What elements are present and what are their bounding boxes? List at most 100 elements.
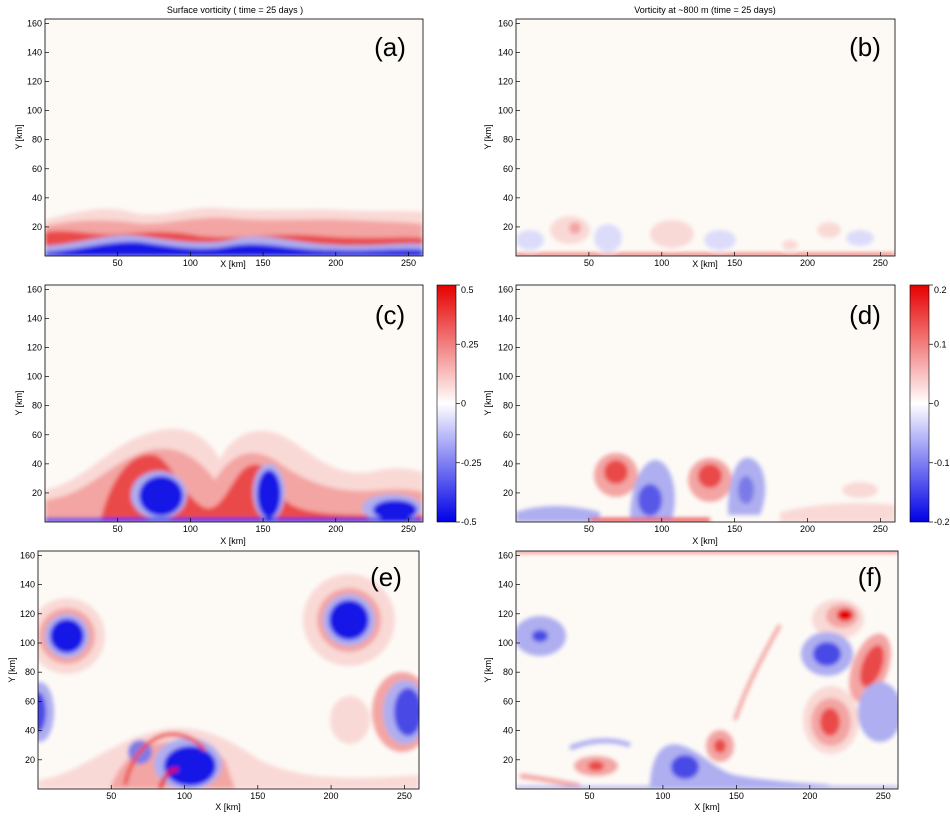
y-tick-label: 40: [503, 193, 513, 203]
panel-b-xticks: 50 100 150 200 250: [584, 252, 888, 268]
colorbar: [436, 284, 457, 523]
x-tick-label: 200: [328, 524, 343, 534]
x-tick-label: 200: [800, 258, 815, 268]
panel-b-label: (b): [849, 32, 881, 62]
bottom-boundary: [516, 253, 895, 256]
y-tick-label: 20: [32, 488, 42, 498]
panel-d-xticks: 50 100 150 200 250: [584, 518, 888, 534]
eddy-negative-core: [813, 642, 841, 666]
plot-area: [516, 19, 895, 256]
panel-d-label: (d): [849, 300, 881, 330]
top-positive-strip: [516, 551, 898, 553]
x-tick-label: 150: [729, 791, 744, 801]
y-tick-label: 160: [20, 550, 35, 560]
positive-filament: [158, 767, 179, 789]
x-tick-label: 250: [873, 258, 888, 268]
panel-b-yticks: 20 40 60 80 100 120 140 160: [498, 18, 520, 232]
plot-frame: [515, 18, 896, 257]
y-tick-label: 100: [27, 106, 42, 116]
panel-e-yticks: 20 40 60 80 100 120 140 160: [20, 550, 42, 765]
x-tick-label: 150: [727, 524, 742, 534]
eddy-positive: [842, 482, 878, 498]
y-tick-label: 20: [503, 755, 513, 765]
eddy-negative-core: [738, 476, 754, 504]
plot-frame: [37, 550, 420, 790]
panel-a-xticks: 50 100 150 200 250: [113, 252, 416, 268]
y-tick-label: 160: [27, 284, 42, 294]
eddy-positive-core: [714, 739, 726, 753]
colorbar-c-ticks: 0.5 0.25 0 -0.25 -0.5: [456, 284, 482, 527]
x-tick-label: 200: [324, 791, 339, 801]
eddy-negative-core: [394, 688, 419, 736]
panel-a-label: (a): [374, 32, 406, 62]
y-axis-label: Y [km]: [483, 390, 493, 415]
x-tick-label: 250: [876, 791, 891, 801]
colorbar-tick-label: 0.25: [461, 339, 479, 349]
negative-band-strong: [45, 241, 423, 256]
y-tick-label: 140: [27, 313, 42, 323]
y-tick-label: 160: [498, 550, 513, 560]
eddy-negative: [846, 230, 874, 246]
y-axis-label: Y [km]: [483, 657, 493, 682]
x-tick-label: 250: [873, 524, 888, 534]
y-tick-label: 60: [503, 696, 513, 706]
x-tick-label: 250: [401, 524, 416, 534]
colorbar: [909, 284, 930, 523]
x-tick-label: 100: [654, 524, 669, 534]
colorbar-d-ticks: 0.2 0.1 0 -0.1 -0.2: [929, 284, 950, 527]
y-tick-label: 60: [32, 430, 42, 440]
colorbar-c: 0.5 0.25 0 -0.25 -0.5: [436, 284, 482, 527]
y-tick-label: 40: [32, 193, 42, 203]
y-tick-label: 140: [498, 580, 513, 590]
y-tick-label: 80: [503, 401, 513, 411]
panel-a-yticks: 20 40 60 80 100 120 140 160: [27, 18, 49, 232]
x-axis-label: X [km]: [220, 259, 246, 269]
eddy-positive: [817, 222, 841, 238]
y-tick-label: 100: [498, 106, 513, 116]
panel-e-xticks: 50 100 150 200 250: [106, 785, 412, 801]
eddy-negative-core: [638, 484, 662, 516]
y-tick-label: 60: [32, 164, 42, 174]
colorbar-tick-label: 0: [461, 399, 466, 409]
panel-a: Surface vorticity ( time = 25 days ) (a)…: [14, 5, 424, 269]
bottom-negative-strip: [516, 786, 898, 789]
colorbar-tick-label: -0.25: [461, 458, 482, 468]
x-tick-label: 50: [584, 524, 594, 534]
x-tick-label: 250: [401, 258, 416, 268]
eddy-negative-core: [532, 630, 548, 642]
y-tick-label: 20: [503, 222, 513, 232]
y-axis-label: Y [km]: [14, 390, 24, 415]
y-tick-label: 140: [498, 313, 513, 323]
x-tick-label: 50: [106, 791, 116, 801]
y-tick-label: 100: [20, 638, 35, 648]
x-tick-label: 50: [584, 791, 594, 801]
plot-frame: [44, 18, 424, 257]
panel-c-yticks: 20 40 60 80 100 120 140 160: [27, 284, 49, 498]
eddy-positive-core: [569, 222, 581, 234]
eddy-positive-core: [820, 708, 840, 736]
negative-filament: [569, 738, 631, 751]
x-axis-label: X [km]: [692, 259, 718, 269]
y-tick-label: 40: [503, 726, 513, 736]
eddy-positive-core: [859, 645, 885, 687]
eddy-negative-core: [257, 470, 281, 518]
eddy-negative-core: [671, 755, 699, 779]
eddy-positive: [650, 220, 694, 248]
y-tick-label: 80: [25, 667, 35, 677]
x-axis-label: X [km]: [215, 802, 241, 812]
eddy-positive-core: [588, 761, 604, 771]
panel-a-title: Surface vorticity ( time = 25 days ): [167, 5, 303, 15]
eddy-positive: [330, 696, 370, 744]
eddy-negative-core: [373, 500, 417, 520]
eddy-negative-core: [164, 746, 216, 786]
positive-filament: [733, 624, 782, 721]
y-tick-label: 80: [32, 135, 42, 145]
negative-region: [650, 744, 830, 789]
panel-b-title: Vorticity at ~800 m (time = 25 days): [634, 5, 776, 15]
y-tick-label: 80: [32, 401, 42, 411]
x-tick-label: 50: [113, 258, 123, 268]
